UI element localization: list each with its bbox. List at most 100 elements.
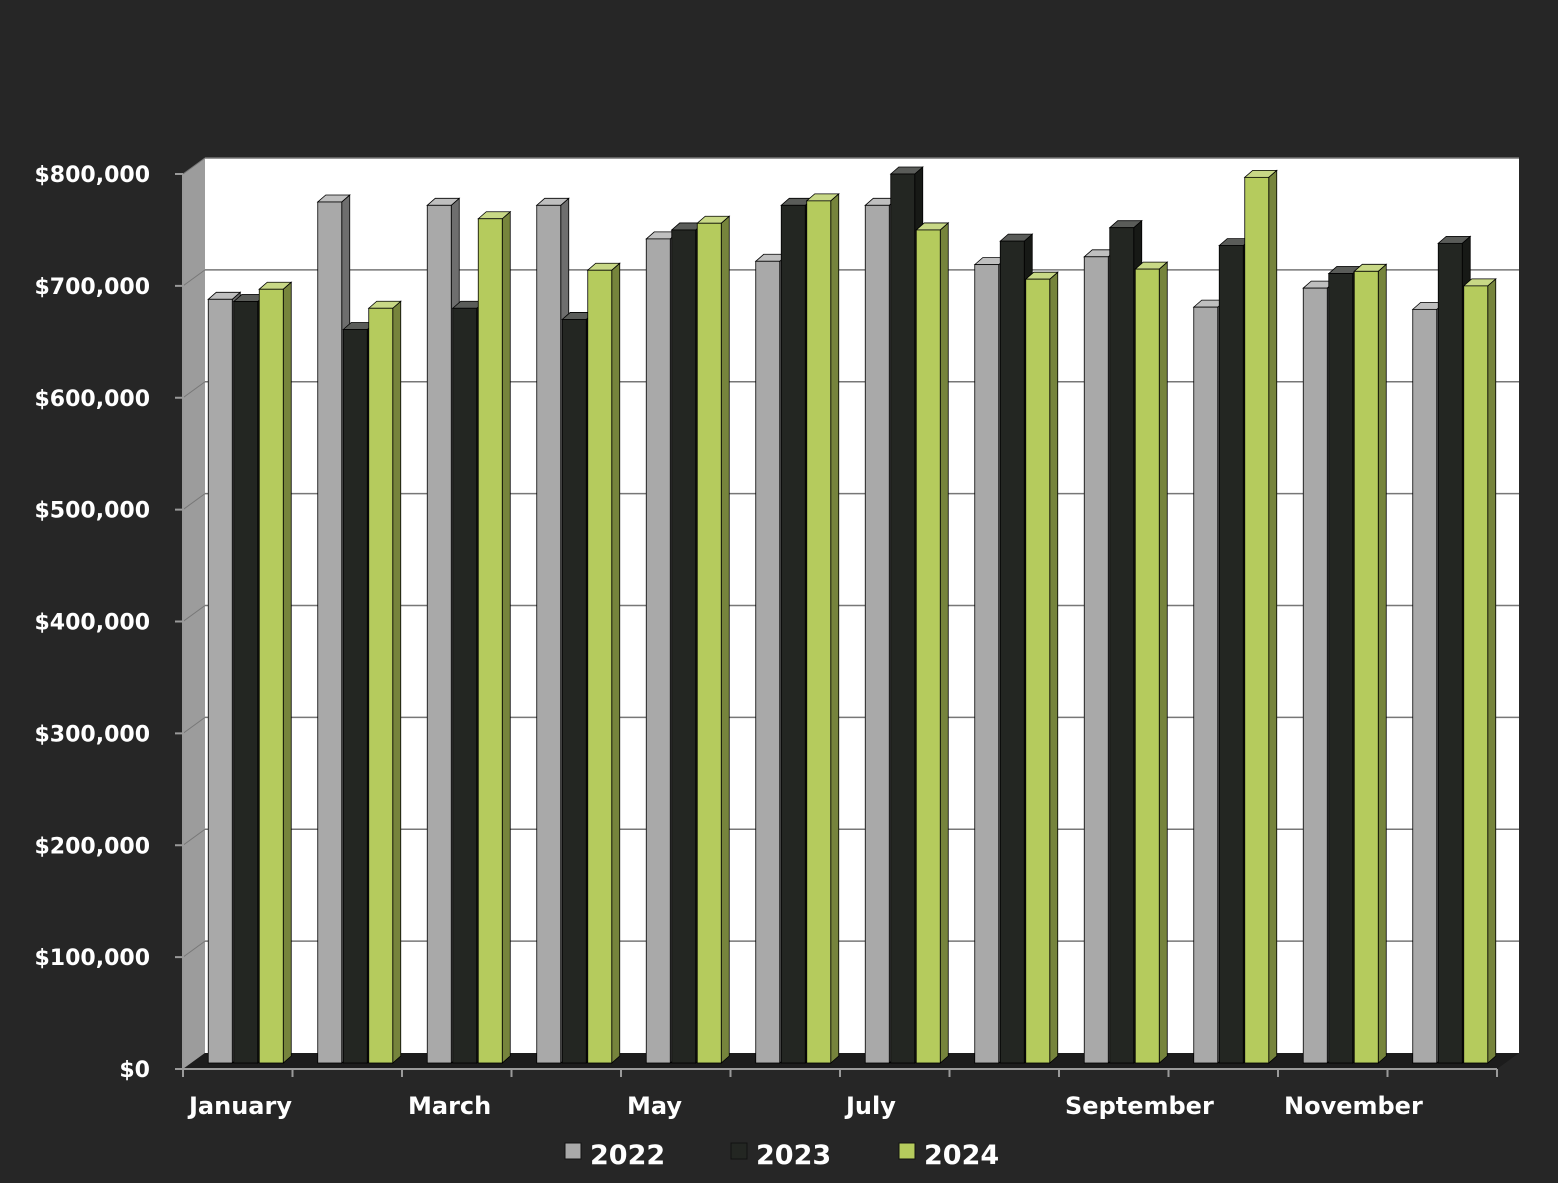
y-tick-label: $700,000 — [34, 275, 150, 300]
bar-side — [501, 210, 511, 1064]
bar-front — [1463, 285, 1489, 1064]
bar — [1134, 261, 1169, 1064]
bar-side — [1049, 271, 1059, 1064]
bar — [805, 192, 840, 1064]
bar-front — [780, 204, 806, 1064]
legend-label: 2022 — [590, 1140, 665, 1171]
legend-swatch — [898, 1142, 916, 1160]
bar-front — [233, 301, 259, 1064]
bar-front — [1218, 245, 1244, 1064]
gridline-side — [182, 716, 206, 734]
x-tick-label: November — [1284, 1092, 1423, 1120]
bar-front — [1328, 273, 1354, 1064]
bar — [973, 256, 1008, 1064]
bar-front — [1134, 268, 1160, 1064]
bar — [586, 262, 621, 1064]
bar-front — [915, 229, 941, 1064]
y-tick-label: $500,000 — [34, 499, 150, 524]
bar-front — [806, 200, 832, 1064]
bar-side — [1268, 169, 1278, 1064]
x-tick-label: March — [408, 1092, 491, 1120]
bar-side — [939, 222, 949, 1064]
legend: 2022 2023 2024 — [564, 1140, 999, 1171]
bar-front — [645, 238, 671, 1064]
bar-front — [999, 240, 1025, 1064]
bar — [1024, 271, 1059, 1064]
bar-front — [1302, 287, 1328, 1064]
bar-front — [368, 307, 394, 1064]
bar-side — [1377, 263, 1387, 1064]
gridline-side — [182, 605, 206, 622]
bar-front — [696, 222, 722, 1064]
bar-front — [1193, 306, 1219, 1064]
bar — [1462, 277, 1497, 1064]
bar-front — [426, 204, 452, 1064]
bar-front — [1437, 242, 1463, 1064]
y-tick-label: $300,000 — [34, 722, 150, 747]
bar-side — [1158, 261, 1168, 1064]
bar-front — [452, 307, 478, 1064]
gridline-side — [182, 940, 206, 958]
gridline-side — [182, 381, 206, 399]
gridline-side — [182, 493, 206, 511]
bar-front — [1244, 176, 1270, 1064]
bar-front — [864, 204, 890, 1064]
x-tick-label: January — [187, 1092, 292, 1120]
y-tick-label: $800,000 — [34, 163, 150, 188]
bar — [367, 300, 402, 1064]
bar-side — [720, 215, 730, 1064]
bar-side — [830, 192, 840, 1064]
floor — [183, 1053, 1519, 1069]
y-axis-tick-labels: $0 $100,000 $200,000 $300,000 $400,000 $500,0… — [34, 163, 150, 1083]
bar — [696, 215, 731, 1064]
bar-front — [1025, 278, 1051, 1064]
gridline-side — [182, 269, 206, 287]
bar-front — [755, 260, 781, 1064]
bar-front — [890, 173, 916, 1064]
bar — [915, 222, 950, 1064]
bar — [477, 210, 512, 1064]
bar — [1243, 169, 1278, 1064]
bar-front — [671, 229, 697, 1064]
axes — [175, 173, 1498, 1077]
legend-item: 2024 — [898, 1140, 999, 1171]
bar — [258, 281, 293, 1064]
bar-side — [392, 300, 402, 1064]
bar-front — [587, 269, 613, 1064]
gridline-side — [182, 157, 206, 175]
bar-front — [1412, 308, 1438, 1064]
y-tick-label: $400,000 — [34, 611, 150, 636]
x-tick-label: July — [844, 1092, 896, 1120]
x-tick-label: May — [627, 1092, 682, 1120]
bar-front — [258, 288, 284, 1064]
bar-front — [317, 201, 343, 1064]
y-tick-label: $200,000 — [34, 834, 150, 859]
bar — [780, 197, 815, 1064]
bar-front — [342, 329, 368, 1064]
legend-label: 2023 — [756, 1140, 831, 1171]
legend-item: 2022 — [564, 1140, 665, 1171]
x-axis-tick-labels: January March May July September November — [187, 1092, 1423, 1120]
y-tick-label: $100,000 — [34, 946, 150, 971]
y-tick-label: $0 — [119, 1058, 150, 1083]
bar-side — [611, 262, 621, 1064]
legend-label: 2024 — [924, 1140, 999, 1171]
bar-side — [1487, 277, 1497, 1064]
gridlines — [182, 157, 1519, 958]
legend-swatch — [730, 1142, 748, 1160]
bar-front — [561, 319, 587, 1064]
bar-front — [477, 218, 503, 1064]
gridline-side — [182, 828, 206, 846]
x-tick-label: September — [1065, 1092, 1214, 1120]
bars — [207, 166, 1497, 1064]
bar-front — [1353, 270, 1379, 1064]
bar-side — [282, 281, 292, 1064]
bar-front — [1083, 256, 1109, 1064]
bar-front — [974, 264, 1000, 1064]
bar-front — [1109, 227, 1135, 1064]
bar — [1353, 263, 1388, 1064]
legend-swatch — [564, 1142, 582, 1160]
y-tick-label: $600,000 — [34, 387, 150, 412]
legend-item: 2023 — [730, 1140, 831, 1171]
